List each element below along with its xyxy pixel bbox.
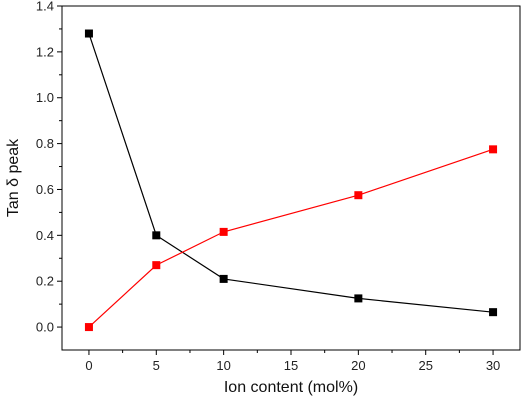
data-point [354, 294, 363, 303]
series-1 [84, 145, 498, 332]
plot-frame [61, 5, 521, 351]
x-tick-label: 0 [85, 358, 92, 373]
y-tick-label: 0.6 [36, 182, 54, 197]
data-point [84, 323, 93, 332]
series-layer [84, 29, 498, 332]
x-tick-label: 15 [284, 358, 298, 373]
data-point [354, 191, 363, 200]
y-axis: 0.0 0.2 0.4 0.6 0.8 1.0 1.2 1.4 [36, 0, 62, 335]
y-tick-label: 1.4 [36, 0, 54, 14]
data-point [84, 29, 93, 38]
data-point [489, 145, 498, 154]
series-line [88, 148, 494, 328]
y-tick-label: 1.2 [36, 44, 54, 59]
data-point [152, 231, 161, 240]
series-0 [84, 29, 498, 317]
x-tick-label: 5 [153, 358, 160, 373]
x-axis-title: Ion content (mol%) [224, 379, 358, 396]
data-point [489, 308, 498, 317]
y-tick-label: 1.0 [36, 90, 54, 105]
x-axis: 0 5 10 15 20 25 30 [85, 350, 500, 373]
y-tick-label: 0.8 [36, 136, 54, 151]
y-axis-title: Tan δ peak [5, 138, 22, 217]
data-point [219, 274, 228, 283]
x-tick-label: 20 [351, 358, 365, 373]
plot-area [61, 5, 521, 351]
data-point [219, 227, 228, 236]
series-line [88, 33, 494, 313]
data-point [152, 261, 161, 270]
y-tick-label: 0.2 [36, 274, 54, 289]
x-tick-label: 10 [216, 358, 230, 373]
y-tick-label: 0.4 [36, 228, 54, 243]
x-tick-label: 25 [418, 358, 432, 373]
x-tick-label: 30 [486, 358, 500, 373]
y-tick-label: 0.0 [36, 320, 54, 335]
